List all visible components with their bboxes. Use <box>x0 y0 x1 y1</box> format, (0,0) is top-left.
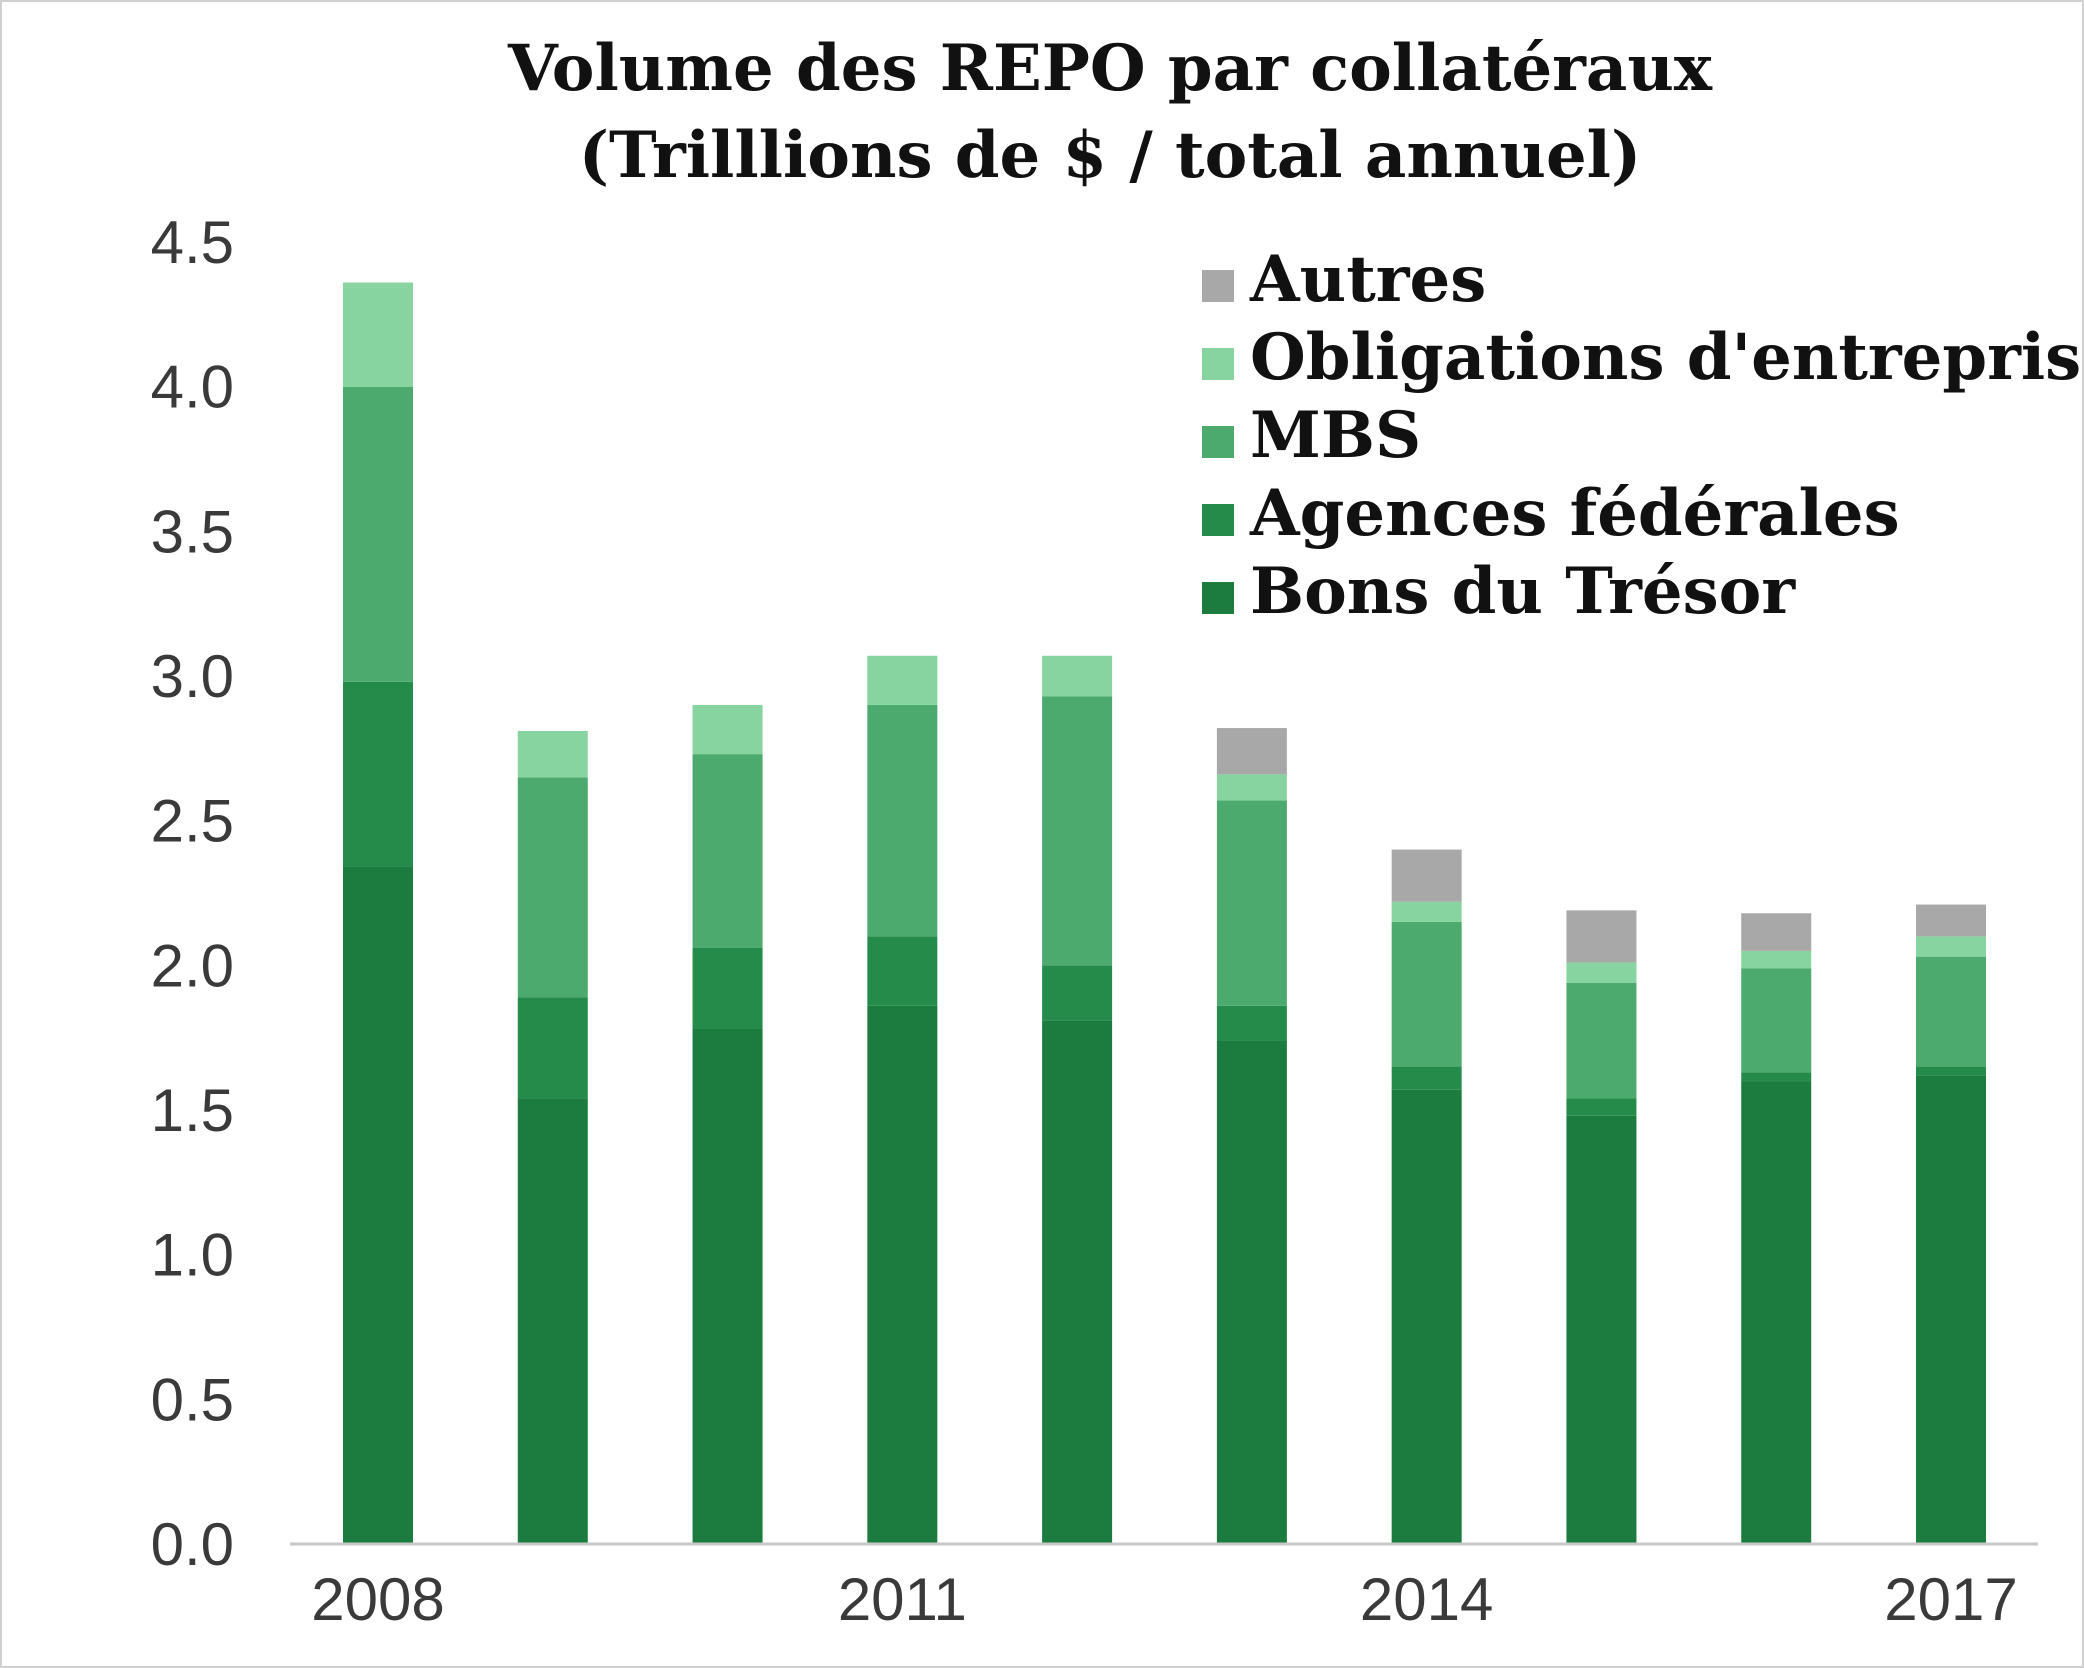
bar-segment <box>1216 774 1287 801</box>
bar-segment <box>1916 1066 1986 1076</box>
bar-segment <box>1042 1020 1113 1544</box>
bar-segment <box>1741 950 1812 969</box>
y-tick-label: 3.0 <box>151 643 234 710</box>
x-axis: 2008 2011 2014 2017 <box>311 1566 2017 1633</box>
bar-segment <box>517 997 588 1099</box>
bar-segment <box>1042 696 1113 966</box>
y-tick-label: 2.0 <box>151 932 234 999</box>
bar-segment <box>867 704 938 937</box>
bar-stack-area <box>343 282 1986 1544</box>
y-tick-label: 4.5 <box>151 209 234 276</box>
legend-label: MBS <box>1250 398 1421 473</box>
bar-segment <box>1216 728 1287 775</box>
y-tick-label: 1.0 <box>151 1222 234 1289</box>
legend-swatch <box>1202 582 1234 614</box>
legend-label: Obligations d'entreprises <box>1250 320 2082 395</box>
legend-swatch <box>1202 348 1234 380</box>
bar-segment <box>1042 965 1113 1021</box>
legend-swatch <box>1202 270 1234 302</box>
bar-segment <box>1741 968 1812 1073</box>
bar-segment <box>1741 1081 1812 1544</box>
bar-segment <box>692 704 763 755</box>
y-tick-label: 4.0 <box>151 354 234 421</box>
bar-segment <box>1042 655 1113 697</box>
bar-segment <box>1916 1075 1986 1544</box>
bar-segment <box>343 681 413 867</box>
bar-segment <box>1741 913 1812 951</box>
x-tick-label: 2011 <box>838 1566 967 1633</box>
x-tick-label: 2017 <box>1884 1566 2017 1633</box>
x-tick-label: 2014 <box>1360 1566 1493 1633</box>
y-tick-label: 3.5 <box>151 498 234 565</box>
bar-segment <box>1391 849 1462 902</box>
y-tick-label: 0.5 <box>151 1366 234 1433</box>
bar-segment <box>1566 1115 1637 1544</box>
chart-subtitle: (Trilllions de $ / total annuel) <box>579 118 1642 193</box>
bar-segment <box>1216 800 1287 1006</box>
legend-swatch <box>1202 426 1234 458</box>
legend-label: Bons du Trésor <box>1250 554 1796 629</box>
bar-segment <box>1916 956 1986 1067</box>
bar-segment <box>1566 962 1637 983</box>
bar-segment <box>1391 901 1462 922</box>
bar-segment <box>1216 1040 1287 1544</box>
bar-segment <box>343 386 413 682</box>
bar-segment <box>1391 1089 1462 1544</box>
bar-segment <box>867 936 938 1006</box>
bar-segment <box>343 282 413 387</box>
bar-segment <box>867 1005 938 1544</box>
bar-segment <box>1916 936 1986 957</box>
y-tick-label: 2.5 <box>151 788 234 855</box>
bar-segment <box>1391 921 1462 1067</box>
legend-label: Autres <box>1249 242 1486 317</box>
bar-segment <box>517 1098 588 1544</box>
chart-title: Volume des REPO par collatéraux <box>507 31 1713 106</box>
legend-label: Agences fédérales <box>1249 476 1900 551</box>
y-tick-label: 0.0 <box>151 1511 234 1578</box>
bar-segment <box>1566 910 1637 963</box>
bar-segment <box>1391 1066 1462 1090</box>
y-tick-label: 1.5 <box>151 1077 234 1144</box>
bar-segment <box>1216 1005 1287 1041</box>
bar-segment <box>692 1028 763 1544</box>
bar-segment <box>867 655 938 705</box>
bar-segment <box>1916 904 1986 937</box>
bar-segment <box>517 777 588 998</box>
legend-swatch <box>1202 504 1234 536</box>
bar-segment <box>692 947 763 1029</box>
bar-segment <box>517 730 588 778</box>
bar-segment <box>343 866 413 1544</box>
bar-segment <box>1741 1072 1812 1082</box>
y-axis: 0.0 0.5 1.0 1.5 2.0 2.5 3.0 3.5 4.0 4.5 <box>151 209 234 1578</box>
bar-segment <box>692 754 763 948</box>
bar-segment <box>1566 982 1637 1099</box>
x-tick-label: 2008 <box>311 1566 444 1633</box>
bar-segment <box>1566 1098 1637 1116</box>
